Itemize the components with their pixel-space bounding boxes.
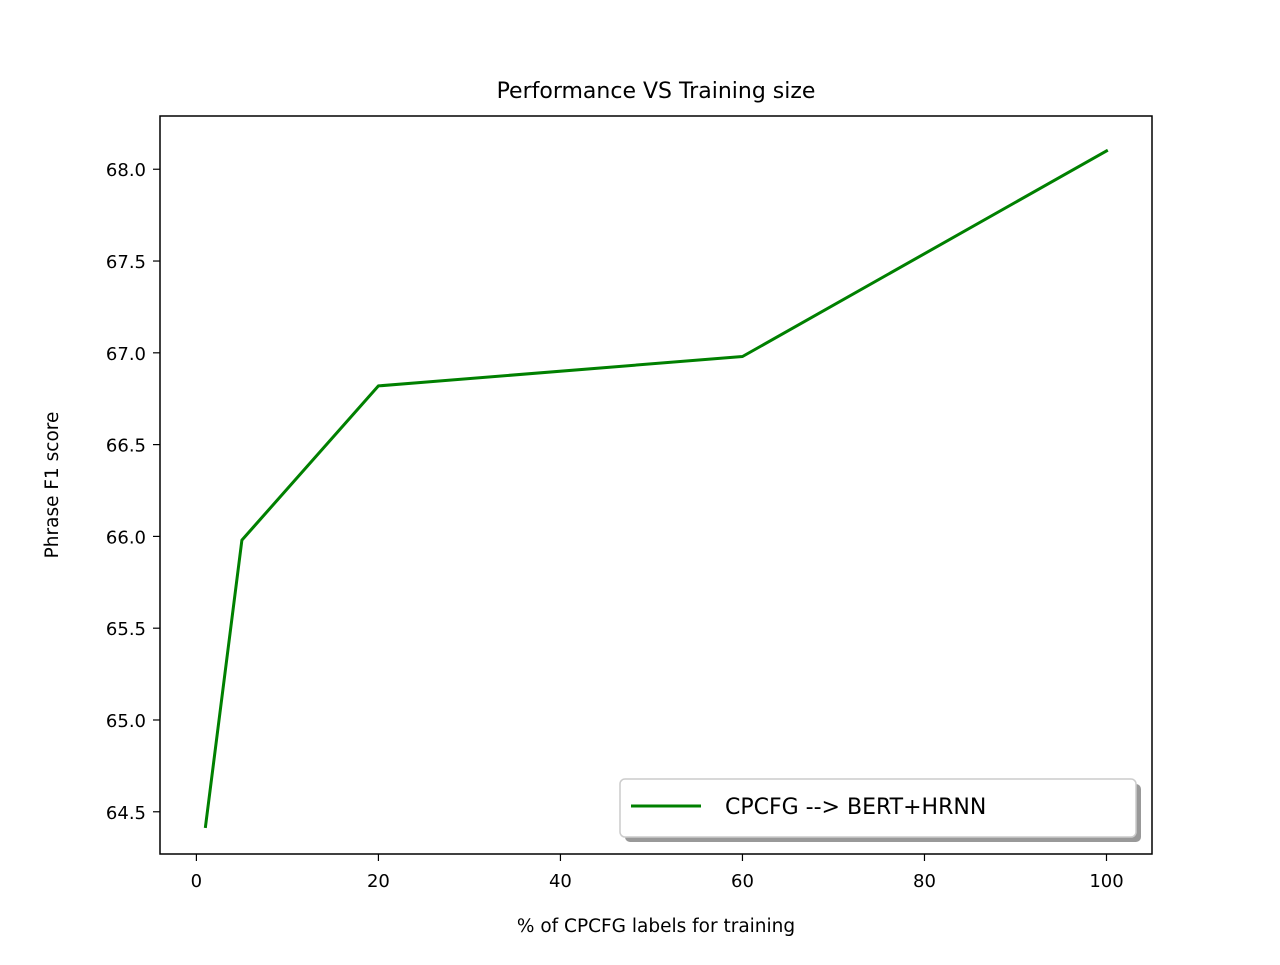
y-axis-label: Phrase F1 score [42, 412, 63, 559]
y-tick-label: 66.5 [106, 436, 146, 457]
y-tick-label: 64.5 [106, 803, 146, 824]
legend-label: CPCFG --> BERT+HRNN [725, 795, 986, 820]
y-tick-label: 68.0 [106, 160, 146, 181]
chart-title: Performance VS Training size [497, 79, 816, 104]
legend-box [619, 778, 1137, 838]
x-tick-label: 40 [549, 871, 572, 892]
x-tick-label: 0 [191, 871, 202, 892]
axes-frame [159, 115, 1153, 855]
x-tick-label: 60 [731, 871, 754, 892]
y-tick-label: 65.5 [106, 619, 146, 640]
legend: CPCFG --> BERT+HRNN [619, 778, 1141, 842]
y-tick-label: 66.0 [106, 527, 146, 548]
series-line-0 [203, 148, 1109, 829]
x-tick-label: 100 [1089, 871, 1123, 892]
plot-area: 0 20 40 60 80 100 64.5 65.0 65.5 66.0 66.5 67.0 67.5… [106, 115, 1153, 892]
y-tick-label: 67.5 [106, 252, 146, 273]
x-tick-label: 20 [367, 871, 390, 892]
x-axis-label: % of CPCFG labels for training [517, 916, 795, 937]
y-tick-label: 65.0 [106, 711, 146, 732]
x-tick-label: 80 [913, 871, 936, 892]
y-tick-label: 67.0 [106, 344, 146, 365]
